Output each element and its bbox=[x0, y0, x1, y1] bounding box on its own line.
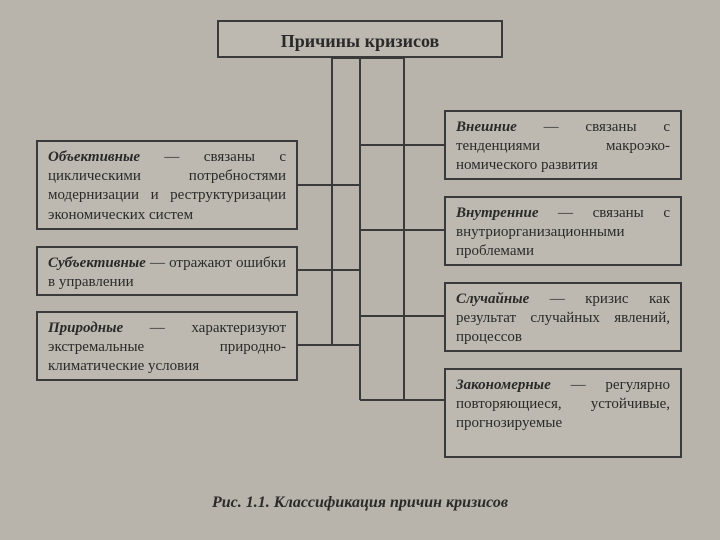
right-term-3: Закономерные bbox=[456, 377, 551, 393]
title-box: Причины кризисов bbox=[217, 20, 503, 58]
left-node-1: Субъективные — отражают ошибки в управле… bbox=[36, 246, 298, 296]
left-node-2: Природные — характеризу­ют экстремальные… bbox=[36, 311, 298, 381]
left-term-1: Субъективные bbox=[48, 255, 146, 271]
left-node-0: Объективные — связаны с циклическими пот… bbox=[36, 140, 298, 230]
left-term-2: Природные bbox=[48, 320, 123, 336]
right-term-2: Случайные bbox=[456, 291, 529, 307]
right-term-1: Внутренние bbox=[456, 205, 538, 221]
right-node-1: Внутренние — связаны с внутриорганизаци­… bbox=[444, 196, 682, 266]
left-term-0: Объективные bbox=[48, 149, 140, 165]
caption-text: Рис. 1.1. Классификация причин кризисов bbox=[212, 494, 508, 511]
figure-caption: Рис. 1.1. Классификация причин кризисов bbox=[0, 494, 720, 512]
diagram-title: Причины кризисов bbox=[281, 31, 439, 51]
right-node-2: Случайные — кризис как результат случайн… bbox=[444, 282, 682, 352]
right-node-3: Закономерные — регу­лярно повторяющиеся,… bbox=[444, 368, 682, 458]
right-node-0: Внешние — связаны с тенденциями макроэко… bbox=[444, 110, 682, 180]
right-term-0: Внешние bbox=[456, 119, 517, 135]
